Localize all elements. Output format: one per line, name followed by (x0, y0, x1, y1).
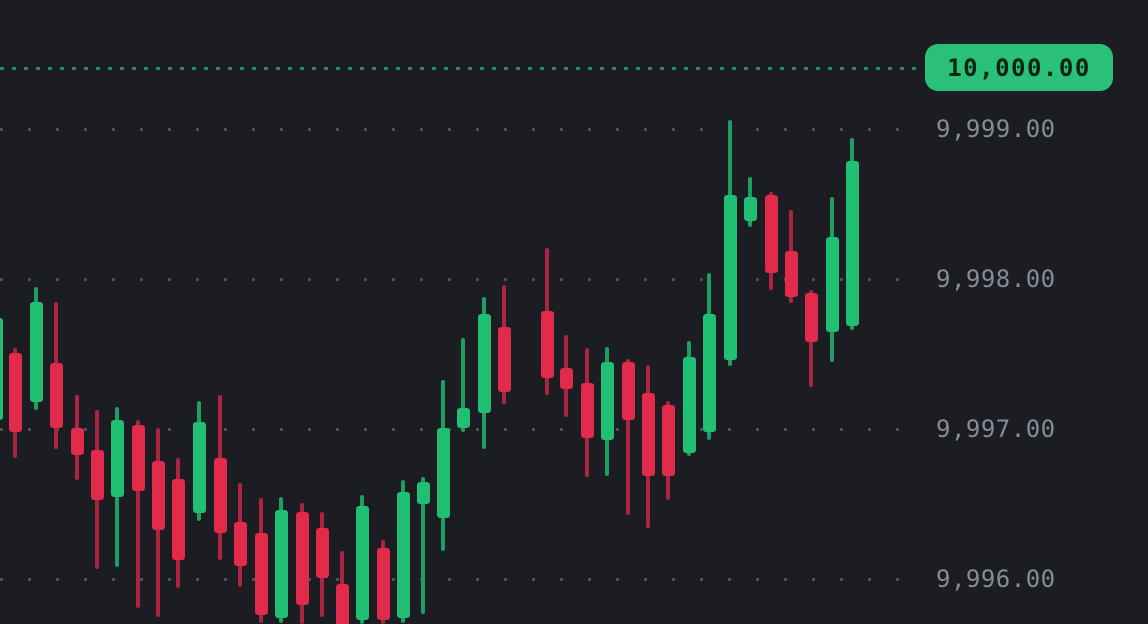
candle-wick (626, 358, 630, 515)
candle-wick (461, 337, 465, 432)
candle-body (192, 421, 206, 513)
candle-body (641, 393, 655, 476)
candle-body (315, 528, 329, 578)
gridline (0, 127, 908, 131)
candle-body (295, 511, 309, 605)
price-axis-label: 9,998.00 (936, 265, 1056, 293)
candle-body (825, 237, 839, 332)
candle-body (600, 361, 614, 440)
candle-body (845, 160, 859, 326)
candle-body (559, 367, 573, 389)
candle-body (764, 195, 778, 273)
candle-body (29, 301, 43, 402)
candle-body (151, 460, 165, 530)
candle-body (90, 450, 104, 500)
price-axis-label: 9,996.00 (936, 565, 1056, 593)
candle-body (580, 382, 594, 438)
candle-body (456, 408, 470, 428)
candle-body (8, 352, 22, 432)
candle-body (661, 405, 675, 476)
candle-body (723, 195, 737, 360)
price-axis-label: 9,999.00 (936, 115, 1056, 143)
candle-body (540, 310, 554, 378)
candle-body (171, 478, 185, 560)
candle-body (0, 318, 3, 420)
candle-body (110, 420, 124, 497)
candle-body (621, 361, 635, 420)
candle-body (233, 522, 247, 566)
candle-body (274, 510, 288, 618)
candle-body (376, 547, 390, 620)
candle-wick (136, 420, 140, 608)
candle-body (743, 196, 757, 221)
candle-body (131, 424, 145, 491)
candle-body (682, 357, 696, 453)
candle-body (784, 250, 798, 297)
candle-body (497, 327, 511, 392)
candle-body (49, 363, 63, 428)
candle-body (396, 492, 410, 618)
price-axis-label: 9,997.00 (936, 415, 1056, 443)
candle-body (335, 583, 349, 624)
candle-body (804, 292, 818, 342)
candle-body (477, 313, 491, 413)
candle-body (436, 427, 450, 518)
candle-body (254, 532, 268, 615)
last-price-badge: 10,000.00 (925, 44, 1113, 91)
candle-body (70, 427, 84, 455)
candle-body (702, 313, 716, 432)
price-axis[interactable] (908, 0, 1148, 624)
candle-wick (421, 477, 425, 614)
candle-body (213, 457, 227, 533)
candle-body (416, 481, 430, 504)
candle-body (355, 505, 369, 620)
